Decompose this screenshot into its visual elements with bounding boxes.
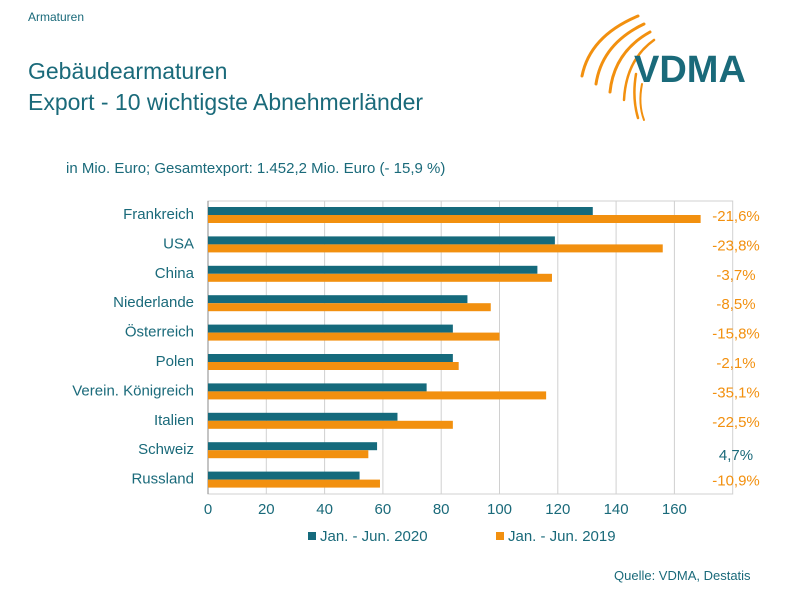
x-tick-label: 40 xyxy=(316,501,333,518)
change-label: -21,6% xyxy=(712,208,760,225)
x-tick-label: 80 xyxy=(433,501,450,518)
title-line-2: Export - 10 wichtigste Abnehmerländer xyxy=(28,89,424,115)
bar-2020 xyxy=(208,236,555,245)
change-label: -8,5% xyxy=(716,296,755,313)
bar-2019 xyxy=(208,450,369,459)
legend-swatch-2019 xyxy=(496,532,504,540)
category-label: Österreich xyxy=(125,323,194,341)
x-tick-label: 0 xyxy=(204,501,212,518)
bar-2019 xyxy=(208,215,701,223)
category-label: Frankreich xyxy=(123,206,194,223)
x-tick-label: 140 xyxy=(604,501,629,518)
bar-2020 xyxy=(208,383,427,392)
category-label: Schweiz xyxy=(138,441,194,458)
legend-label-2019: Jan. - Jun. 2019 xyxy=(508,528,616,545)
change-label: -23,8% xyxy=(712,237,760,254)
bar-2020 xyxy=(208,471,360,480)
bar-2019 xyxy=(208,273,552,282)
bar-2019 xyxy=(208,479,380,488)
x-tick-label: 160 xyxy=(662,501,687,518)
category-label: Italien xyxy=(154,412,194,429)
change-label: -22,5% xyxy=(712,414,760,431)
change-label: 4,7% xyxy=(719,447,753,464)
bar-2019 xyxy=(208,362,459,370)
logo-arcs xyxy=(580,14,656,121)
x-tick-label: 60 xyxy=(375,501,392,518)
change-label: -3,7% xyxy=(716,267,755,284)
bar-2019 xyxy=(208,420,453,429)
legend-label-2020: Jan. - Jun. 2020 xyxy=(320,528,428,545)
source-note: Quelle: VDMA, Destatis xyxy=(614,568,751,583)
bar-2020 xyxy=(208,207,593,215)
bar-2020 xyxy=(208,442,378,451)
x-tick-label: 120 xyxy=(545,501,570,518)
change-label: -15,8% xyxy=(712,326,760,343)
bar-2020 xyxy=(208,412,398,421)
bar-2020 xyxy=(208,265,538,274)
chart-subtitle: in Mio. Euro; Gesamtexport: 1.452,2 Mio.… xyxy=(66,160,446,177)
category-label: Russland xyxy=(131,471,194,488)
bar-2020 xyxy=(208,324,453,333)
chart-title: Gebäudearmaturen Export - 10 wichtigste … xyxy=(28,56,423,118)
bar-2019 xyxy=(208,303,491,312)
category-label: Verein. Königreich xyxy=(72,382,194,399)
bar-2019 xyxy=(208,332,500,341)
legend-swatch-2020 xyxy=(308,532,316,540)
category-label: USA xyxy=(163,235,194,252)
x-tick-label: 100 xyxy=(487,501,512,518)
category-label: Niederlande xyxy=(113,294,194,311)
title-line-1: Gebäudearmaturen xyxy=(28,58,228,84)
change-label: -10,9% xyxy=(712,473,760,490)
category-label: Polen xyxy=(156,353,194,370)
bar-2020 xyxy=(208,295,468,304)
change-label: -35,1% xyxy=(712,384,760,401)
category-label: China xyxy=(155,265,195,282)
x-tick-label: 20 xyxy=(258,501,275,518)
bar-2020 xyxy=(208,354,453,362)
logo-text: VDMA xyxy=(634,49,746,91)
change-label: -2,1% xyxy=(716,355,755,372)
bar-2019 xyxy=(208,244,663,253)
vdma-logo: VDMA xyxy=(580,14,746,121)
bar-2019 xyxy=(208,391,547,400)
section-tag: Armaturen xyxy=(28,10,85,24)
